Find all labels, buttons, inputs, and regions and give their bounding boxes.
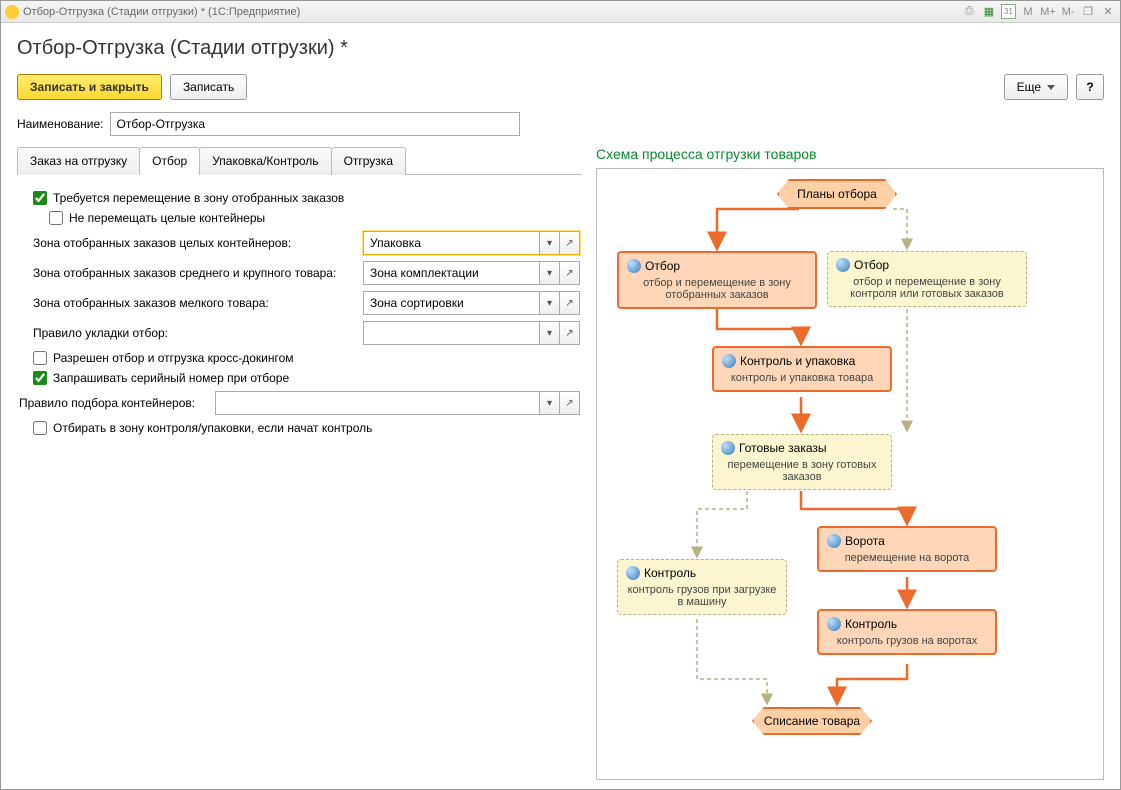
tab-content: Требуется перемещение в зону отобранных … bbox=[17, 175, 582, 451]
person-icon bbox=[626, 566, 640, 580]
row-zone-med: Зона отобранных заказов среднего и крупн… bbox=[19, 261, 580, 285]
chk-require-move[interactable]: Требуется перемещение в зону отобранных … bbox=[19, 191, 580, 205]
lbl-cont-rule: Правило подбора контейнеров: bbox=[19, 396, 215, 410]
row-zone-small: Зона отобранных заказов мелкого товара: … bbox=[19, 291, 580, 315]
m-icon[interactable]: M bbox=[1020, 4, 1036, 20]
node-writeoff: Списание товара bbox=[752, 707, 872, 735]
dropdown-icon[interactable]: ▾ bbox=[539, 392, 559, 414]
open-icon[interactable]: ↗ bbox=[559, 392, 579, 414]
schema-title: Схема процесса отгрузки товаров bbox=[596, 146, 1104, 162]
window-title: Отбор-Отгрузка (Стадии отгрузки) * (1С:П… bbox=[23, 6, 961, 18]
combo-zone-small[interactable]: ▾ ↗ bbox=[363, 291, 580, 315]
right-panel: Схема процесса отгрузки товаров bbox=[596, 146, 1104, 780]
person-icon bbox=[827, 617, 841, 631]
chk-cross-box[interactable] bbox=[33, 351, 47, 365]
chk-cross-label: Разрешен отбор и отгрузка кросс-докингом bbox=[53, 351, 294, 365]
combo-zone-med[interactable]: ▾ ↗ bbox=[363, 261, 580, 285]
lbl-zone-small: Зона отобранных заказов мелкого товара: bbox=[33, 296, 363, 310]
dropdown-icon[interactable]: ▾ bbox=[539, 292, 559, 314]
person-icon bbox=[722, 354, 736, 368]
input-rule[interactable] bbox=[364, 322, 539, 344]
row-cont-rule: Правило подбора контейнеров: ▾ ↗ bbox=[19, 391, 580, 415]
window-titlebar: Отбор-Отгрузка (Стадии отгрузки) * (1С:П… bbox=[1, 1, 1120, 23]
titlebar-icons: ⎙ ▦ 31 M M+ M- ❐ ✕ bbox=[961, 4, 1116, 20]
chk-cross[interactable]: Разрешен отбор и отгрузка кросс-докингом bbox=[19, 351, 580, 365]
calendar-icon[interactable]: 31 bbox=[1001, 4, 1016, 19]
node-ready: Готовые заказы перемещение в зону готовы… bbox=[712, 434, 892, 490]
node-otbor-left: Отбор отбор и перемещение в зону отобран… bbox=[617, 251, 817, 309]
chk-zone-ctrl-box[interactable] bbox=[33, 421, 47, 435]
person-icon bbox=[827, 534, 841, 548]
name-label: Наименование: bbox=[17, 117, 110, 131]
node-pack: Контроль и упаковка контроль и упаковка … bbox=[712, 346, 892, 392]
lbl-zone-med: Зона отобранных заказов среднего и крупн… bbox=[33, 266, 363, 280]
page-title: Отбор-Отгрузка (Стадии отгрузки) * bbox=[17, 37, 1104, 60]
person-icon bbox=[627, 259, 641, 273]
chk-no-whole-box[interactable] bbox=[49, 211, 63, 225]
chk-no-whole-label: Не перемещать целые контейнеры bbox=[69, 211, 265, 225]
combo-zone-whole[interactable]: ▾ ↗ bbox=[363, 231, 580, 255]
mplus-icon[interactable]: M+ bbox=[1040, 4, 1056, 20]
open-icon[interactable]: ↗ bbox=[559, 232, 579, 254]
toolbar: Записать и закрыть Записать Еще ? bbox=[17, 74, 1104, 100]
combo-cont-rule[interactable]: ▾ ↗ bbox=[215, 391, 580, 415]
tab-pack[interactable]: Упаковка/Контроль bbox=[199, 147, 331, 175]
node-gate: Ворота перемещение на ворота bbox=[817, 526, 997, 572]
name-row: Наименование: bbox=[17, 112, 1104, 136]
open-icon[interactable]: ↗ bbox=[559, 262, 579, 284]
tab-otbor[interactable]: Отбор bbox=[139, 147, 200, 175]
chk-no-whole[interactable]: Не перемещать целые контейнеры bbox=[19, 211, 580, 225]
person-icon bbox=[836, 258, 850, 272]
dropdown-icon[interactable]: ▾ bbox=[539, 322, 559, 344]
chk-serial-label: Запрашивать серийный номер при отборе bbox=[53, 371, 289, 385]
input-zone-med[interactable] bbox=[364, 262, 539, 284]
content-area: Отбор-Отгрузка (Стадии отгрузки) * Запис… bbox=[1, 23, 1120, 789]
input-zone-whole[interactable] bbox=[364, 232, 539, 254]
lbl-zone-whole: Зона отобранных заказов целых контейнеро… bbox=[33, 236, 363, 250]
save-close-button[interactable]: Записать и закрыть bbox=[17, 74, 162, 100]
node-otbor-right: Отбор отбор и перемещение в зону контрол… bbox=[827, 251, 1027, 307]
tabs: Заказ на отгрузку Отбор Упаковка/Контрол… bbox=[17, 146, 582, 175]
schema-canvas: Планы отбора Отбор отбор и перемещение в… bbox=[596, 168, 1104, 780]
name-input[interactable] bbox=[110, 112, 520, 136]
open-icon[interactable]: ↗ bbox=[559, 292, 579, 314]
help-button[interactable]: ? bbox=[1076, 74, 1104, 100]
left-panel: Заказ на отгрузку Отбор Упаковка/Контрол… bbox=[17, 146, 582, 451]
print-icon[interactable]: ⎙ bbox=[961, 4, 977, 20]
dropdown-icon[interactable]: ▾ bbox=[539, 232, 559, 254]
person-icon bbox=[721, 441, 735, 455]
chk-zone-ctrl[interactable]: Отбирать в зону контроля/упаковки, если … bbox=[19, 421, 580, 435]
row-rule: Правило укладки отбор: ▾ ↗ bbox=[19, 321, 580, 345]
combo-rule[interactable]: ▾ ↗ bbox=[363, 321, 580, 345]
close-icon[interactable]: ✕ bbox=[1100, 4, 1116, 20]
restore-icon[interactable]: ❐ bbox=[1080, 4, 1096, 20]
lbl-rule: Правило укладки отбор: bbox=[33, 326, 363, 340]
node-ctrl-left: Контроль контроль грузов при загрузке в … bbox=[617, 559, 787, 615]
tab-order[interactable]: Заказ на отгрузку bbox=[17, 147, 140, 175]
grid-icon[interactable]: ▦ bbox=[981, 4, 997, 20]
input-cont-rule[interactable] bbox=[216, 392, 539, 414]
node-ctrl-right: Контроль контроль грузов на воротах bbox=[817, 609, 997, 655]
app-logo bbox=[5, 5, 19, 19]
mminus-icon[interactable]: M- bbox=[1060, 4, 1076, 20]
input-zone-small[interactable] bbox=[364, 292, 539, 314]
node-plans: Планы отбора bbox=[777, 179, 897, 209]
chk-zone-ctrl-label: Отбирать в зону контроля/упаковки, если … bbox=[53, 421, 372, 435]
row-zone-whole: Зона отобранных заказов целых контейнеро… bbox=[19, 231, 580, 255]
more-button[interactable]: Еще bbox=[1004, 74, 1068, 100]
tab-ship[interactable]: Отгрузка bbox=[331, 147, 406, 175]
chk-require-move-label: Требуется перемещение в зону отобранных … bbox=[53, 191, 344, 205]
chk-serial-box[interactable] bbox=[33, 371, 47, 385]
chk-serial[interactable]: Запрашивать серийный номер при отборе bbox=[19, 371, 580, 385]
chk-require-move-box[interactable] bbox=[33, 191, 47, 205]
save-button[interactable]: Записать bbox=[170, 74, 247, 100]
open-icon[interactable]: ↗ bbox=[559, 322, 579, 344]
dropdown-icon[interactable]: ▾ bbox=[539, 262, 559, 284]
